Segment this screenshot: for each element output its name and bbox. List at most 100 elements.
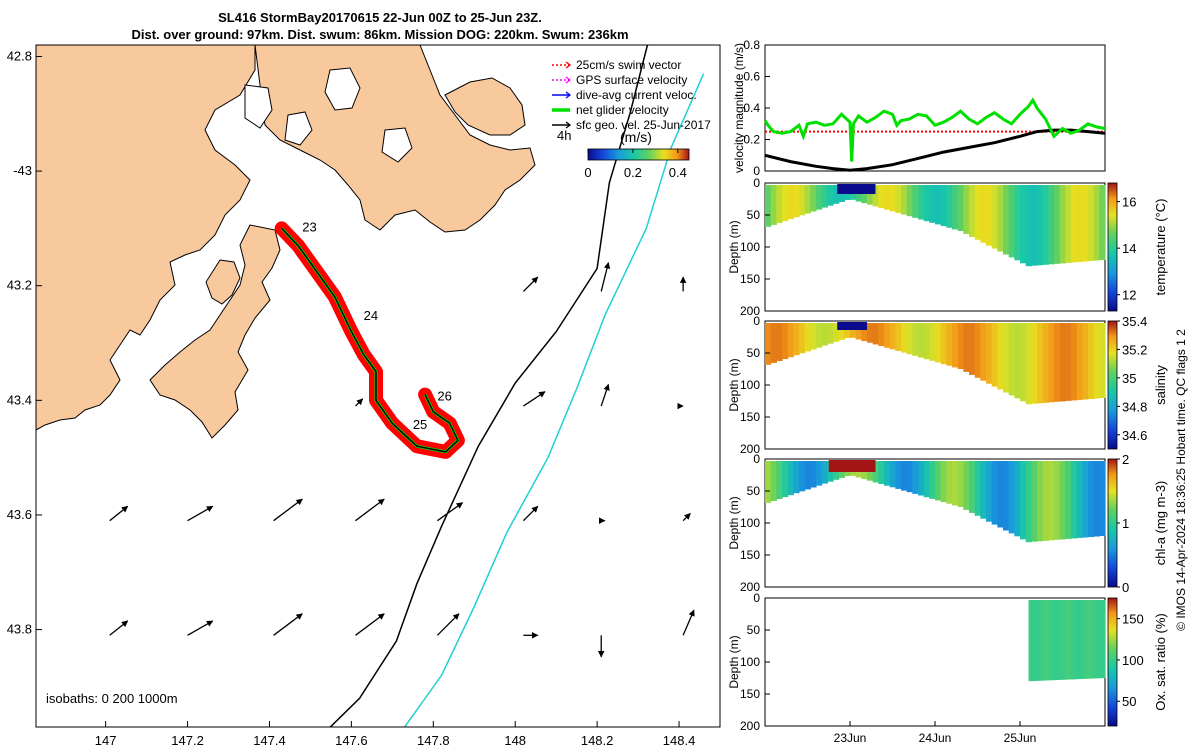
x-tick-label: 148.2 (581, 733, 614, 748)
section-cell (963, 461, 970, 510)
section-cell (850, 323, 857, 338)
section-cell (782, 323, 789, 360)
section-cell (1042, 185, 1049, 265)
section-cell (1008, 323, 1015, 396)
section-cell (1066, 600, 1069, 680)
current-vector (600, 262, 611, 292)
section-cell (940, 323, 947, 365)
colorbar-tick-label: 150 (1122, 612, 1144, 627)
velocity-tick-label: 0.6 (743, 70, 760, 84)
isobaths-label: isobaths: 0 200 1000m (46, 691, 178, 706)
section-colorbar (1107, 458, 1118, 588)
colorbar-label: salinity (1153, 365, 1168, 405)
isobath-200m (329, 45, 649, 727)
section-cell (765, 323, 772, 365)
map-y-ticks: 42.8 -43 43.2 43.4 43.6 43.8 (7, 48, 42, 637)
section-cell (1065, 461, 1072, 539)
colorbar-tick-label: 16 (1122, 195, 1136, 210)
section-cell (776, 461, 783, 499)
section-cell (1014, 323, 1021, 399)
section-cell (861, 185, 868, 204)
chart-title-line-2: Dist. over ground: 97km. Dist. swum: 86k… (131, 27, 629, 42)
x-tick-label: 148.4 (663, 733, 696, 748)
section-cell (974, 185, 981, 240)
section-cell (1037, 461, 1044, 542)
depth-tick-label: 0 (753, 591, 760, 605)
depth-tick-label: 150 (740, 548, 760, 562)
section-cell (957, 323, 964, 369)
section-cell (1099, 461, 1106, 536)
current-vector (600, 383, 610, 407)
section-cell (901, 461, 908, 491)
section-cell (1082, 600, 1084, 679)
section-cell (1059, 461, 1066, 540)
section-cell (1037, 323, 1044, 404)
section-cell (969, 185, 976, 237)
legend-item: sfc geo. vel. 25-Jun-2017 (552, 118, 711, 132)
section-cell (974, 323, 981, 378)
current-vector (437, 502, 464, 522)
section-cell (1069, 600, 1072, 680)
colorbar-prefix: 4h (557, 128, 571, 143)
section-cell (861, 323, 868, 342)
current-vector (109, 505, 129, 522)
section-cell (1087, 600, 1089, 679)
depth-tick-label: 200 (740, 719, 760, 733)
depth-tick-label: 50 (747, 346, 761, 360)
section-cell (1093, 461, 1100, 537)
section-cell (1089, 600, 1092, 679)
colorbar-tick-label: 1 (1122, 516, 1129, 531)
section-cell (991, 185, 998, 249)
colorbar-tick-label: 35.2 (1122, 342, 1147, 357)
section-cell (952, 461, 959, 506)
land-masses (36, 45, 536, 439)
section-cell (1042, 600, 1045, 681)
x-tick-label: 147 (95, 733, 117, 748)
section-cell (844, 323, 851, 338)
section-cell (929, 461, 936, 499)
section-cell (918, 185, 925, 220)
section-cell (1102, 600, 1105, 679)
velocity-tick-label: 0.2 (743, 133, 760, 147)
section-cell (1057, 600, 1060, 680)
section-cell (878, 323, 885, 346)
section-cell (1059, 185, 1066, 264)
section-cell (1084, 600, 1087, 679)
section-cell (1040, 600, 1042, 681)
inner-bays (244, 67, 413, 163)
section-cell (889, 185, 896, 212)
section-cell (872, 323, 879, 345)
section-cell (787, 185, 794, 220)
current-vector (355, 398, 364, 407)
section-cell (821, 185, 828, 208)
legend-label: dive-avg current veloc. (576, 88, 697, 102)
section-cell (1070, 600, 1073, 680)
section-cell (1088, 461, 1095, 537)
section-cell (867, 323, 874, 343)
x-tick-label: 148 (504, 733, 526, 748)
section-cell (1082, 323, 1089, 400)
depth-axis-label: Depth (m) (727, 358, 741, 411)
section-cell (1034, 600, 1037, 681)
velocity-tick-label: 0 (753, 164, 760, 178)
section-cell (1048, 600, 1051, 681)
legend-arrowhead (565, 61, 572, 69)
section-cell (991, 323, 998, 387)
current-vector (187, 620, 214, 636)
section-cell (1082, 461, 1089, 538)
depth-tick-label: 0 (753, 176, 760, 190)
legend-item: net glider velocity (552, 103, 669, 117)
salinity-section: 0 50 100 150 200 Depth (m) 34.6 34.8 35 35.2 35.4 s… (727, 314, 1168, 456)
section-cell (963, 323, 970, 372)
x-tick-label: 147.8 (417, 733, 450, 748)
section-cell (878, 461, 885, 484)
x-tick-label: 147.6 (335, 733, 368, 748)
surface-velocity-vectors (109, 262, 695, 658)
section-cell (770, 185, 777, 225)
colorbar-tick-label: 2 (1122, 452, 1129, 467)
section-cell (918, 461, 925, 496)
current-vector (682, 513, 691, 522)
section-cell (1059, 600, 1061, 680)
section-cell (895, 185, 902, 213)
section-cell (906, 323, 913, 355)
